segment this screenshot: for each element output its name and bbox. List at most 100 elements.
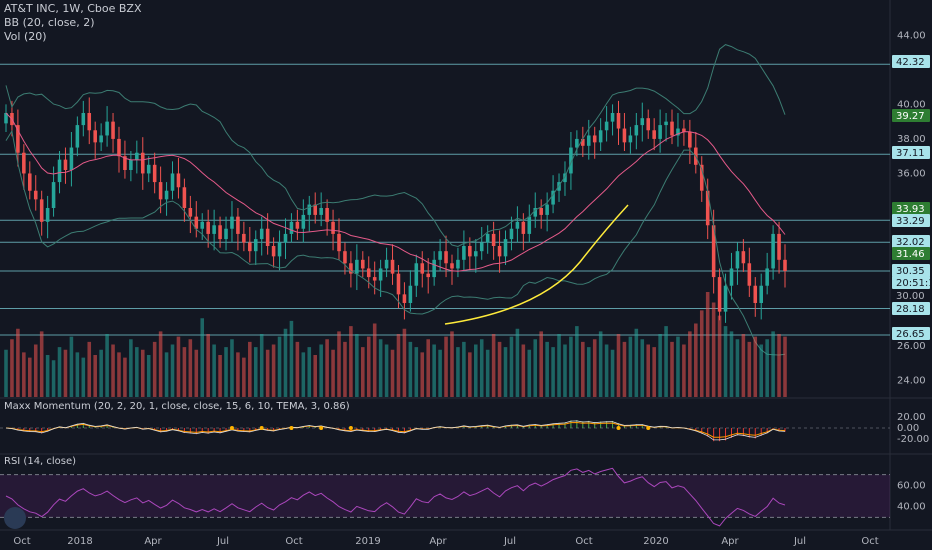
time-axis-label: Apr	[721, 536, 739, 547]
volume-bar	[753, 336, 758, 397]
candle	[135, 152, 139, 160]
time-axis-label: Oct	[285, 536, 302, 547]
price-label-box	[892, 235, 930, 248]
volume-bar	[331, 349, 335, 397]
price-label: 32.02	[896, 237, 925, 248]
candle	[337, 233, 341, 252]
volume-bar	[295, 341, 300, 397]
volume-bar	[777, 334, 781, 397]
candle	[123, 156, 127, 170]
candle	[456, 259, 460, 269]
volume-bar	[349, 326, 353, 397]
candle	[295, 221, 300, 229]
candle	[682, 128, 686, 132]
volume-bar	[717, 315, 722, 397]
rsi-axis-label: 60.00	[897, 480, 926, 491]
volume-bar	[99, 349, 103, 397]
price-label: 42.32	[896, 57, 925, 68]
volume-bar	[271, 344, 276, 397]
rsi-pane-title[interactable]: RSI (14, close)	[4, 456, 77, 467]
candle	[57, 159, 62, 183]
candle	[515, 221, 520, 229]
volume-bar	[723, 326, 728, 397]
candle	[432, 259, 436, 278]
candle	[319, 208, 323, 215]
volume-bar	[301, 352, 306, 397]
candle	[99, 135, 103, 143]
volume-bar	[152, 341, 157, 397]
candle	[361, 259, 365, 269]
volume-bar	[640, 339, 645, 397]
candle	[170, 173, 175, 191]
tradingview-logo-icon[interactable]	[4, 507, 26, 529]
candle	[93, 130, 97, 143]
candle	[569, 147, 573, 174]
candle	[45, 208, 50, 222]
squeeze-dot	[259, 426, 264, 430]
chart-legend: AT&T INC, 1W, Cboe BZX BB (20, close, 2)…	[4, 2, 141, 44]
volume-bar	[485, 349, 490, 397]
volume-bar	[545, 341, 549, 397]
candle	[331, 221, 335, 234]
volume-bar	[218, 355, 222, 397]
volume-bar	[503, 347, 508, 397]
price-label-box	[892, 276, 930, 289]
candle	[450, 263, 454, 269]
price-label: 33.29	[896, 216, 925, 227]
candle	[230, 216, 234, 229]
candle	[664, 121, 668, 126]
volume-bar	[592, 339, 597, 397]
volume-bar	[646, 344, 651, 397]
candle	[640, 118, 645, 126]
momentum-pane-title[interactable]: Maxx Momentum (20, 2, 20, 1, close, clos…	[4, 401, 350, 412]
rsi-line	[5, 467, 786, 527]
candle	[444, 251, 448, 264]
price-label: 39.27	[896, 111, 925, 122]
candle	[468, 246, 472, 257]
volume-bar	[581, 341, 585, 397]
volume-bar	[682, 344, 686, 397]
volume-bar	[426, 339, 430, 397]
volume-bar	[319, 344, 323, 397]
volume-bar	[444, 336, 448, 397]
volume-bar	[93, 355, 97, 397]
symbol-line[interactable]: AT&T INC, 1W, Cboe BZX	[4, 2, 142, 15]
candle	[705, 190, 710, 226]
candle	[301, 214, 306, 229]
volume-bar	[688, 331, 692, 397]
price-label: 26.65	[896, 329, 925, 340]
volume-bar	[230, 339, 234, 397]
candle	[771, 233, 775, 269]
candle	[158, 182, 163, 200]
candle	[396, 273, 401, 295]
candle	[688, 132, 692, 148]
price-label-box	[892, 109, 930, 122]
candle	[646, 118, 651, 131]
candle	[164, 190, 169, 200]
candle	[604, 121, 609, 131]
rsi-axis-label: 40.00	[897, 502, 926, 513]
volume-bar	[28, 357, 32, 397]
candle	[592, 135, 597, 143]
volume-bar	[711, 302, 716, 397]
candle	[4, 113, 8, 124]
candle	[212, 225, 216, 234]
volume-bar	[366, 336, 371, 397]
volume-bar	[729, 331, 734, 397]
volume-bar	[283, 328, 288, 397]
bb-legend[interactable]: BB (20, close, 2)	[4, 16, 95, 29]
volume-bar	[87, 341, 92, 397]
volume-bar	[664, 326, 668, 397]
vol-legend[interactable]: Vol (20)	[4, 30, 47, 43]
volume-bar	[771, 331, 775, 397]
candle	[146, 164, 151, 174]
candle	[616, 113, 621, 129]
candle	[366, 268, 371, 278]
volume-bar	[408, 341, 413, 397]
candle	[271, 246, 276, 257]
candle	[420, 263, 425, 274]
candle	[355, 259, 359, 274]
time-axis-label: Apr	[429, 536, 447, 547]
price-tick-label: 24.00	[897, 376, 926, 387]
